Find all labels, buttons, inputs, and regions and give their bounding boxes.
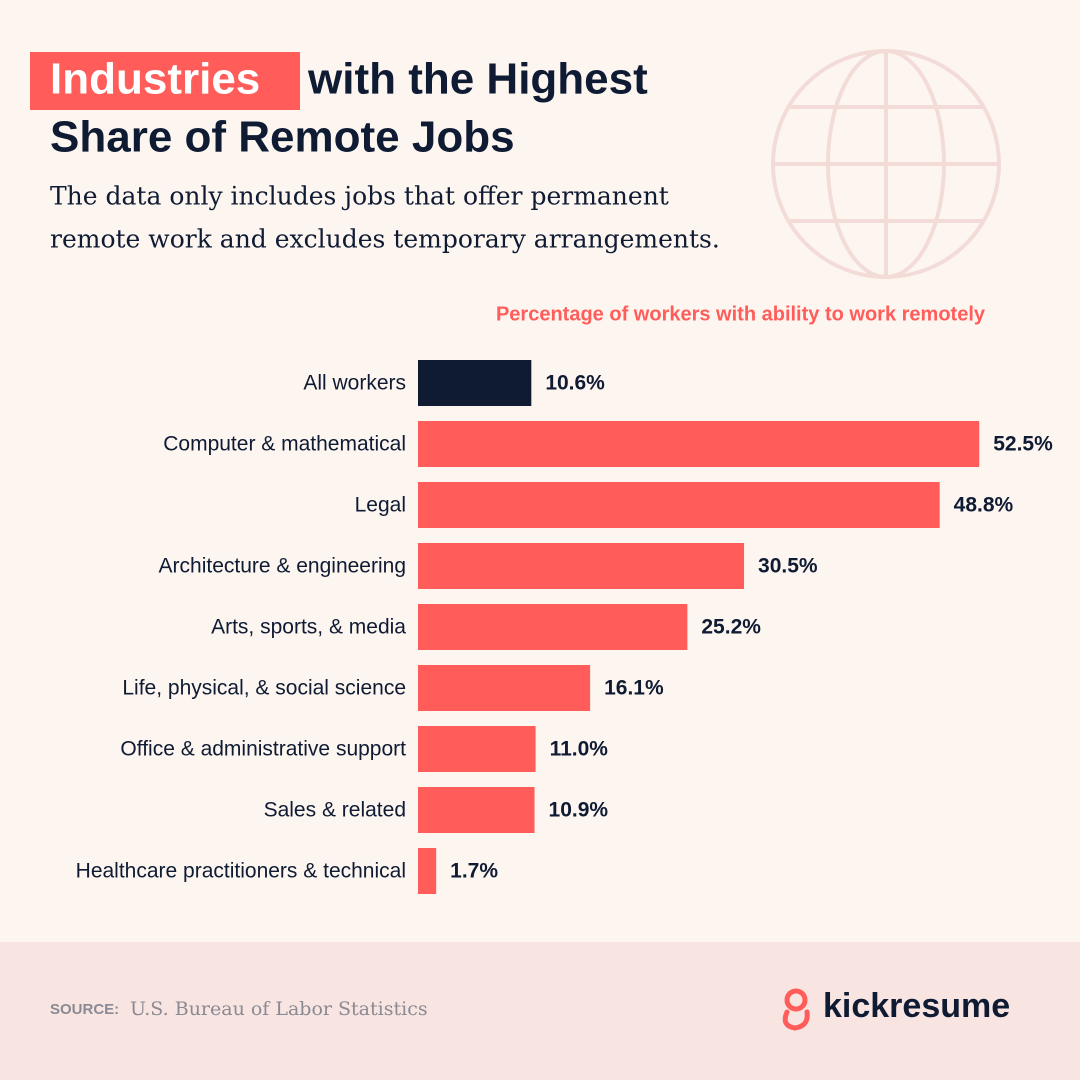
value-label: 16.1% — [604, 677, 664, 700]
title-line: with the Highest — [307, 55, 648, 104]
category-label: Architecture & engineering — [159, 555, 406, 578]
value-label: 25.2% — [701, 616, 761, 639]
bar — [418, 726, 536, 772]
value-label: 48.8% — [954, 494, 1014, 517]
subtitle-line: remote work and excludes temporary arran… — [50, 225, 720, 254]
source-text: U.S. Bureau of Labor Statistics — [130, 998, 428, 1020]
category-label: Life, physical, & social science — [122, 677, 406, 700]
bar — [418, 665, 591, 711]
title-highlight — [30, 52, 300, 110]
brand-name: kickresume — [823, 987, 1010, 1025]
title-line: Share of Remote Jobs — [50, 113, 515, 162]
category-label: Legal — [355, 494, 406, 517]
bar — [418, 482, 940, 528]
value-label: 10.9% — [549, 799, 609, 822]
category-label: Healthcare practitioners & technical — [76, 860, 406, 883]
value-label: 1.7% — [450, 860, 498, 883]
category-label: Arts, sports, & media — [211, 616, 406, 639]
background — [0, 0, 1080, 942]
bar — [418, 604, 688, 650]
source-label: SOURCE: — [50, 1001, 119, 1018]
bar — [418, 421, 980, 467]
bar — [418, 848, 437, 894]
category-label: Office & administrative support — [120, 738, 406, 761]
globe-decoration — [771, 49, 1001, 279]
value-label: 52.5% — [993, 433, 1053, 456]
bar — [418, 787, 535, 833]
category-label: Computer & mathematical — [163, 433, 406, 456]
bar — [418, 360, 532, 406]
value-label: 30.5% — [758, 555, 818, 578]
brand-icon — [782, 988, 810, 1031]
subtitle-line: The data only includes jobs that offer p… — [50, 182, 669, 211]
category-label: All workers — [303, 372, 406, 395]
value-label: 11.0% — [550, 738, 609, 761]
bar — [418, 543, 745, 589]
footer-band — [0, 942, 1080, 1080]
axis-label: Percentage of workers with ability to wo… — [496, 303, 986, 325]
value-label: 10.6% — [545, 372, 605, 395]
category-label: Sales & related — [264, 799, 406, 822]
title-highlight-text: Industries — [50, 55, 260, 104]
